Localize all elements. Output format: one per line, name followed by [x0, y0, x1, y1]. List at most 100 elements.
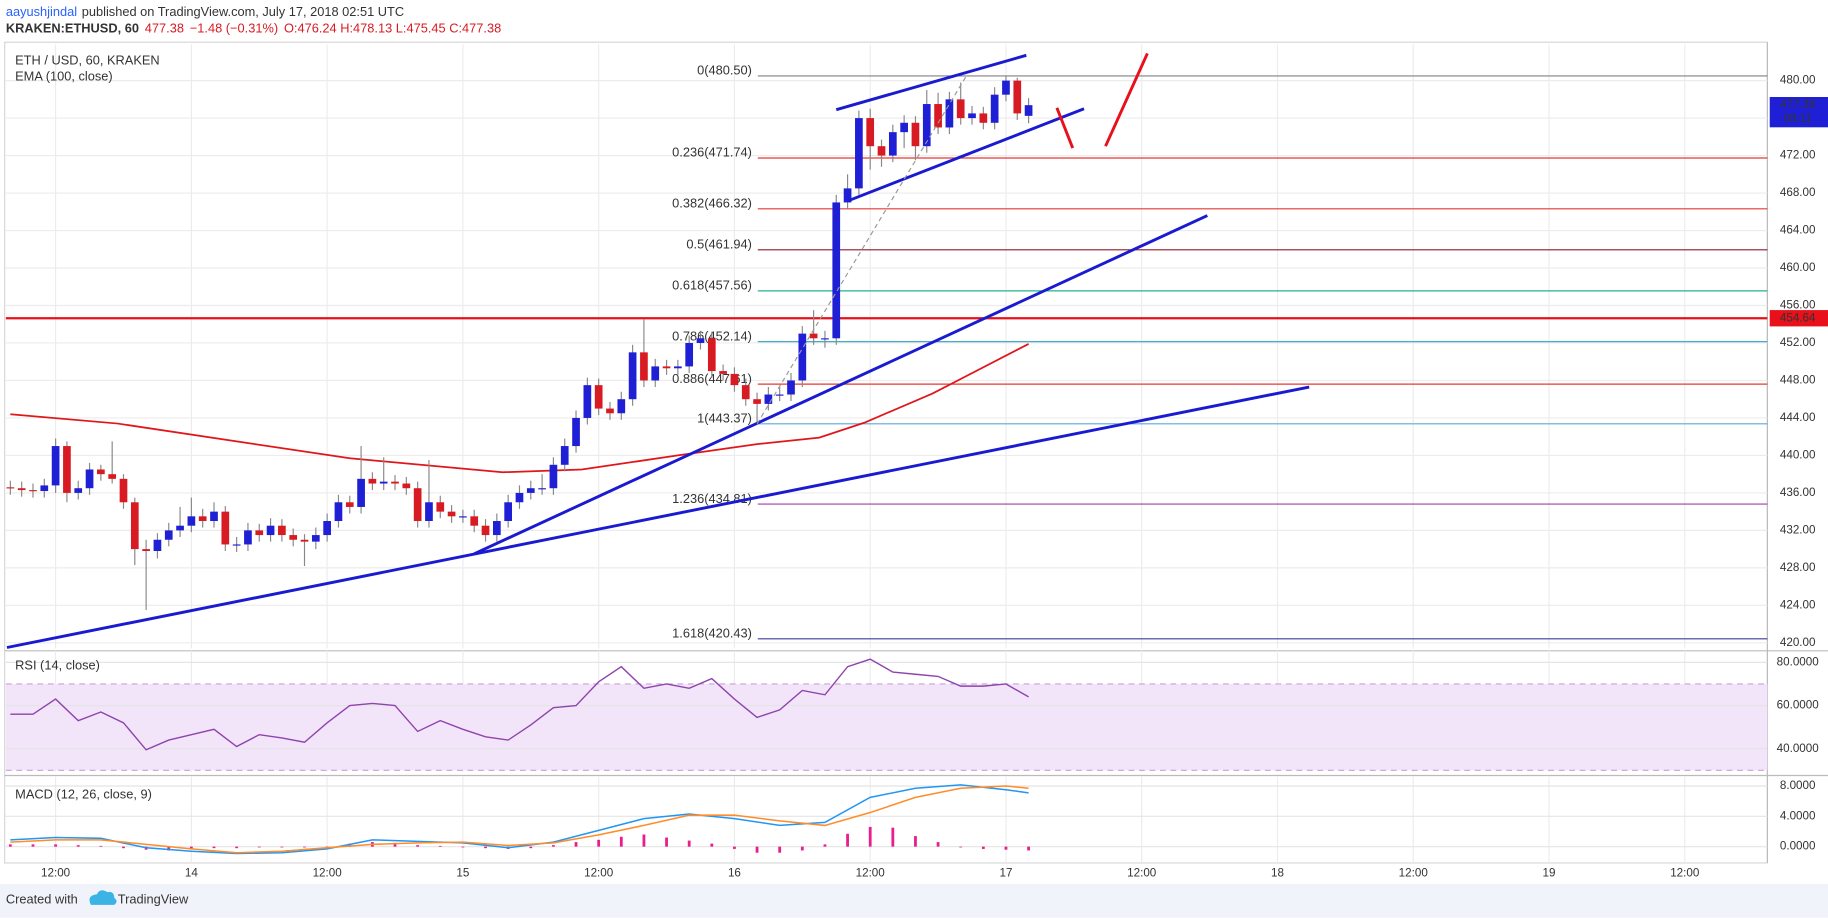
- candle-body: [368, 478, 377, 484]
- candle-body: [413, 488, 422, 522]
- histogram-bar: [936, 842, 940, 847]
- x-tick-label: 15: [456, 867, 469, 880]
- candle-body: [764, 394, 773, 404]
- candle-body: [266, 525, 275, 536]
- candle-body: [753, 399, 761, 404]
- candle-body: [130, 502, 139, 550]
- x-tick-label: 12:00: [1399, 867, 1429, 880]
- candle-body: [968, 113, 976, 119]
- candle-body: [244, 530, 252, 545]
- histogram-bar: [529, 846, 533, 849]
- header-line: aayushjindal published on TradingView.com…: [6, 4, 404, 19]
- candle-body: [232, 544, 241, 546]
- footer-brand[interactable]: TradingView: [118, 892, 189, 907]
- fib-label: 1.618(420.43): [672, 626, 752, 641]
- histogram-bar: [303, 846, 306, 848]
- candle-body: [447, 511, 456, 517]
- candle-body: [142, 549, 150, 551]
- fib-label: 0.5(461.94): [686, 237, 752, 252]
- candle-body: [289, 535, 298, 540]
- candle-body: [560, 446, 569, 465]
- candle-body: [357, 478, 365, 507]
- candle-body: [651, 366, 660, 381]
- histogram-bar: [167, 846, 171, 851]
- candle-body: [594, 385, 603, 409]
- candle-body: [40, 485, 49, 492]
- candle-body: [685, 342, 694, 367]
- histogram-bar: [597, 839, 601, 847]
- candle-body: [911, 122, 920, 147]
- fib-label: 0.236(471.74): [672, 145, 752, 160]
- macd-line: [10, 785, 1029, 854]
- candle-body: [606, 408, 614, 414]
- candle-body: [176, 525, 184, 531]
- candle-body: [934, 104, 942, 128]
- candle-body: [255, 530, 264, 536]
- x-tick-label: 19: [1543, 867, 1556, 880]
- histogram-bar: [552, 845, 555, 847]
- histogram-bar: [846, 833, 849, 847]
- histogram-bar: [800, 846, 804, 851]
- panel-title: RSI (14, close): [15, 657, 100, 672]
- change: −1.48 (−0.31%): [190, 21, 278, 36]
- histogram-bar: [416, 845, 420, 847]
- candle-body: [855, 118, 863, 189]
- trend-line: [848, 107, 1085, 202]
- candle-body: [741, 385, 750, 400]
- author[interactable]: aayushjindal: [6, 4, 77, 19]
- histogram-bar: [665, 837, 668, 847]
- candle-body: [334, 502, 343, 522]
- histogram-bar: [235, 846, 239, 849]
- fib-label: 1(443.37): [697, 411, 752, 426]
- candle-body: [300, 539, 309, 542]
- candle-body: [640, 352, 648, 381]
- candle-body: [662, 366, 671, 369]
- histogram-bar: [574, 842, 578, 847]
- candle-body: [798, 333, 807, 381]
- candle-body: [391, 481, 399, 484]
- y-tick-label: 436.00: [1780, 486, 1816, 499]
- resistance-tag-label: 454.64: [1780, 311, 1816, 324]
- candle-body: [164, 530, 173, 540]
- histogram-bar: [76, 845, 80, 847]
- candle-body: [63, 446, 71, 493]
- trend-line: [473, 214, 1208, 556]
- candle-body: [6, 487, 15, 489]
- x-tick-label: 18: [1271, 867, 1284, 880]
- published: published on TradingView.com, July 17, 2…: [82, 4, 404, 19]
- candle-body: [538, 488, 546, 490]
- candle-body: [481, 525, 490, 536]
- fib-label: 1.236(434.81): [672, 491, 752, 506]
- y-tick-label: 468.00: [1780, 186, 1816, 199]
- candle-body: [730, 373, 739, 386]
- plot: 12:00 14 12:00 15 12:00 16 12:00 17 12:00 18 12:00…: [5, 44, 1828, 880]
- candle-body: [278, 525, 286, 536]
- y-tick-label: 440.00: [1780, 448, 1816, 461]
- y-tick-label: 432.00: [1780, 523, 1816, 536]
- candle-body: [492, 521, 501, 536]
- y-tick-label: 444.00: [1780, 411, 1816, 424]
- histogram-bar: [710, 843, 714, 847]
- candle-body: [198, 516, 207, 522]
- candle-body: [549, 464, 558, 489]
- candle-body: [707, 338, 716, 372]
- histogram-bar: [1027, 846, 1030, 851]
- candle-body: [221, 511, 230, 545]
- candle-body: [345, 502, 354, 507]
- x-tick-label: 12:00: [1670, 867, 1700, 880]
- y-tick-label: 428.00: [1780, 561, 1816, 574]
- histogram-bar: [914, 836, 917, 847]
- candle-body: [787, 380, 795, 395]
- resistance-tag: [1769, 310, 1828, 327]
- chart-title: ETH / USD, 60, KRAKEN: [15, 52, 160, 67]
- y-tick-label: 8.0000: [1780, 779, 1816, 792]
- candle-body: [617, 399, 626, 414]
- histogram-bar: [619, 836, 623, 847]
- candle-body: [1024, 105, 1033, 116]
- y-tick-label: 4.0000: [1780, 809, 1816, 822]
- candle-body: [990, 94, 999, 123]
- x-tick-label: 16: [728, 867, 741, 880]
- y-tick-label: 480.00: [1780, 74, 1816, 87]
- trend-line: [835, 53, 1027, 112]
